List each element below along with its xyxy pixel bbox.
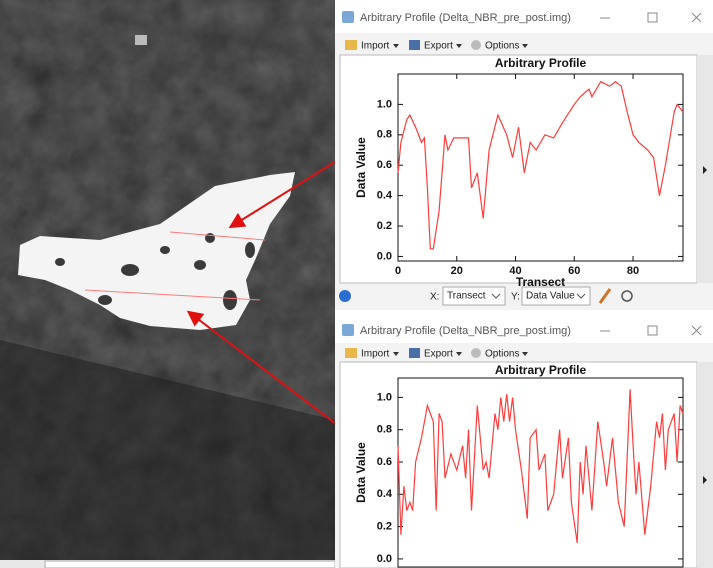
- menu-options[interactable]: Options: [485, 349, 519, 360]
- menu-export[interactable]: Export: [424, 349, 453, 360]
- x-tick-label: 60: [568, 265, 580, 277]
- y-tick-label: 1.0: [377, 391, 392, 403]
- x-tick-label: 0: [395, 265, 401, 277]
- chart-title: Arbitrary Profile: [495, 363, 587, 377]
- y-tick-label: 0.8: [377, 129, 392, 141]
- x-selector-label: X:: [430, 292, 439, 303]
- options-icon: [471, 40, 481, 50]
- y-tick-label: 0.2: [377, 220, 392, 232]
- x-tick-label: 80: [627, 265, 639, 277]
- export-icon: [409, 348, 420, 358]
- y-tick-label: 0.0: [377, 553, 392, 565]
- help-button[interactable]: [339, 290, 351, 302]
- y-tick-label: 0.0: [377, 250, 392, 262]
- y-tick-label: 0.8: [377, 424, 392, 436]
- y-selector-label: Y:: [511, 292, 520, 303]
- x-tick-label: 20: [451, 265, 463, 277]
- window-title: Arbitrary Profile (Delta_NBR_pre_post.im…: [360, 12, 571, 24]
- x-selector-value: Transect: [447, 291, 486, 302]
- profile-window: Arbitrary Profile (Delta_NBR_pre_post.im…: [335, 0, 713, 310]
- screenshot: Arbitrary Profile (Delta_NBR_pre_post.im…: [0, 0, 713, 568]
- menu-options[interactable]: Options: [485, 41, 519, 52]
- satellite-image: [0, 0, 386, 568]
- import-icon: [345, 40, 357, 50]
- y-tick-label: 0.6: [377, 456, 392, 468]
- y-axis-label: Data Value: [354, 137, 368, 198]
- y-selector-value: Data Value: [526, 291, 575, 302]
- app-icon: [342, 11, 354, 23]
- y-axis-label: Data Value: [354, 442, 368, 503]
- y-tick-label: 0.4: [377, 488, 393, 500]
- y-tick-label: 0.2: [377, 521, 392, 533]
- menu-import[interactable]: Import: [361, 349, 390, 360]
- chart-title: Arbitrary Profile: [495, 56, 587, 70]
- y-tick-label: 1.0: [377, 98, 392, 110]
- menu-export[interactable]: Export: [424, 41, 453, 52]
- app-icon: [342, 324, 354, 336]
- import-icon: [345, 348, 357, 358]
- x-axis-label: Transect: [516, 275, 565, 289]
- y-tick-label: 0.6: [377, 159, 392, 171]
- export-icon: [409, 40, 420, 50]
- y-tick-label: 0.4: [377, 190, 393, 202]
- options-icon: [471, 348, 481, 358]
- window-title: Arbitrary Profile (Delta_NBR_pre_post.im…: [360, 325, 571, 337]
- menu-import[interactable]: Import: [361, 41, 390, 52]
